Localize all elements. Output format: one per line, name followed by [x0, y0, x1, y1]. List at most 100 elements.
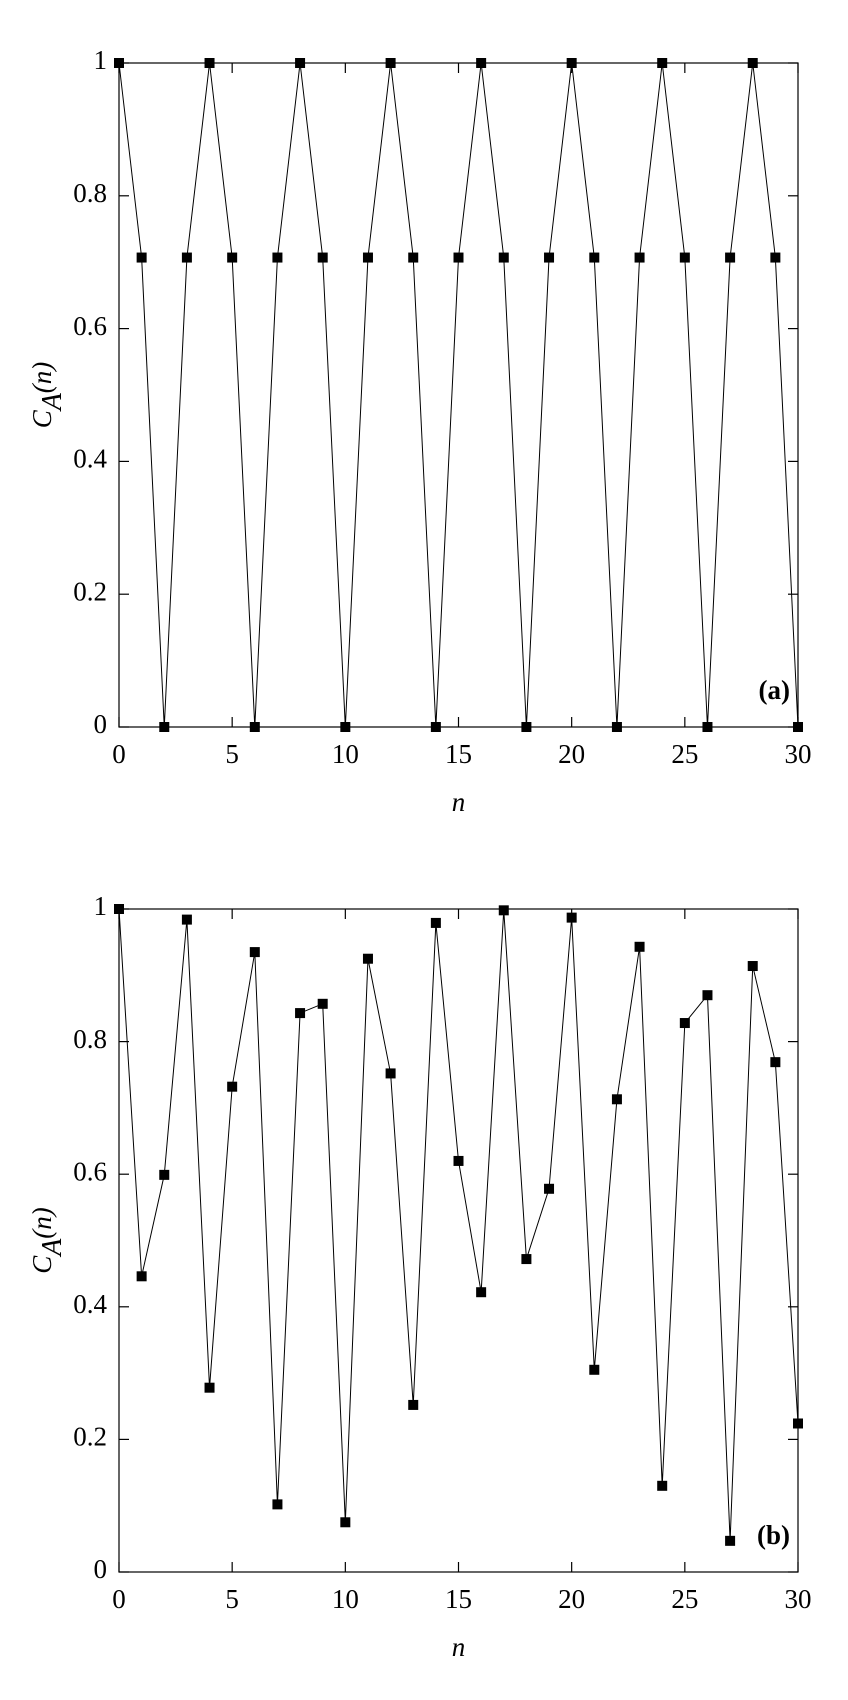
- data-point: [362, 953, 373, 964]
- x-tick-label: 10: [332, 1584, 359, 1614]
- data-point: [385, 1068, 396, 1079]
- data-point: [249, 722, 260, 732]
- y-tick-label: 1: [94, 45, 108, 75]
- y-tick-label: 0: [94, 1554, 108, 1584]
- panel: 0 5 10 15 20 25 30 0 0.2 0.4 0.6 0.8 1 n CA(n) (a): [27, 45, 811, 817]
- data-point: [430, 917, 441, 928]
- data-point: [181, 252, 192, 263]
- data-point: [317, 998, 328, 1009]
- data-point: [793, 722, 803, 732]
- x-tick-label: 20: [558, 1584, 585, 1614]
- series-line: [118, 908, 799, 1541]
- data-point: [408, 1399, 419, 1410]
- y-tick-label: 0.6: [73, 1156, 107, 1186]
- data-point: [634, 252, 645, 263]
- x-tick-label: 0: [112, 1584, 126, 1614]
- data-point: [747, 58, 758, 68]
- data-point: [566, 912, 577, 923]
- data-point: [747, 961, 758, 972]
- data-point: [362, 252, 373, 263]
- data-point: [430, 722, 441, 732]
- x-axis-label: n: [452, 787, 466, 817]
- panel: 0 5 10 15 20 25 30 0 0.2 0.4 0.6 0.8 1 n CA(n) (b): [27, 891, 811, 1662]
- data-point: [793, 1418, 803, 1429]
- panel-label: (b): [757, 1520, 790, 1550]
- y-tick-label: 0.4: [73, 1289, 107, 1319]
- y-label-sub: A: [37, 392, 68, 412]
- data-point: [589, 252, 600, 263]
- data-point: [679, 252, 690, 263]
- data-point: [702, 722, 713, 732]
- data-point: [317, 252, 328, 263]
- x-tick-label: 15: [445, 1584, 472, 1614]
- data-point: [702, 990, 713, 1001]
- data-point: [159, 722, 170, 732]
- data-point: [521, 722, 532, 732]
- data-point: [249, 947, 260, 958]
- data-point: [634, 941, 645, 952]
- y-axis-label: CA(n): [27, 1207, 68, 1274]
- data-point: [385, 58, 396, 68]
- data-point: [408, 252, 419, 263]
- data-point: [544, 1183, 555, 1194]
- data-point: [611, 1094, 622, 1105]
- data-point: [136, 252, 147, 263]
- x-tick-label: 30: [785, 739, 812, 769]
- x-axis-label: n: [452, 1632, 466, 1662]
- data-point: [181, 914, 192, 925]
- y-label-arg: (n): [27, 1207, 57, 1238]
- data-point: [725, 1535, 736, 1546]
- x-tick-label: 25: [671, 739, 698, 769]
- y-tick-label: 0.4: [73, 444, 107, 474]
- data-point: [272, 1499, 283, 1510]
- y-label-main: C: [27, 409, 57, 428]
- data-point: [227, 252, 238, 263]
- y-label-sub: A: [37, 1238, 68, 1258]
- data-point: [770, 1057, 781, 1068]
- data-point: [453, 1155, 464, 1166]
- y-tick-label: 0: [94, 709, 108, 739]
- data-point: [340, 722, 351, 732]
- data-point: [679, 1018, 690, 1029]
- series-line: [118, 62, 799, 728]
- data-point: [476, 58, 487, 68]
- x-tick-label: 0: [112, 739, 126, 769]
- data-point: [204, 58, 215, 68]
- data-point: [227, 1081, 238, 1092]
- data-point: [295, 1008, 306, 1019]
- data-point: [114, 904, 124, 914]
- data-point: [498, 252, 509, 263]
- y-axis-label: CA(n): [27, 362, 68, 429]
- data-point: [657, 58, 668, 68]
- x-tick-label: 15: [445, 739, 472, 769]
- data-point: [657, 1480, 668, 1491]
- x-tick-label: 5: [225, 1584, 239, 1614]
- data-point: [295, 58, 306, 68]
- x-tick-label: 20: [558, 739, 585, 769]
- data-point: [566, 58, 577, 68]
- data-point: [725, 252, 736, 263]
- y-label-main: C: [27, 1255, 57, 1274]
- data-point: [204, 1382, 215, 1393]
- y-label-arg: (n): [27, 362, 57, 393]
- y-tick-label: 0.6: [73, 311, 107, 341]
- data-point: [136, 1271, 147, 1282]
- panel-label: (a): [759, 675, 790, 705]
- data-point: [498, 905, 509, 916]
- data-point: [114, 58, 124, 68]
- y-tick-label: 0.2: [73, 576, 107, 606]
- y-tick-label: 1: [94, 891, 108, 921]
- y-tick-label: 0.2: [73, 1422, 107, 1452]
- data-point: [544, 252, 555, 263]
- y-tick-label: 0.8: [73, 178, 107, 208]
- data-point: [340, 1517, 351, 1528]
- data-point: [770, 252, 781, 263]
- x-tick-label: 30: [785, 1584, 812, 1614]
- data-point: [521, 1254, 532, 1265]
- x-tick-label: 25: [671, 1584, 698, 1614]
- y-tick-label: 0.8: [73, 1024, 107, 1054]
- data-point: [611, 722, 622, 732]
- x-tick-label: 5: [225, 739, 239, 769]
- data-point: [272, 252, 283, 263]
